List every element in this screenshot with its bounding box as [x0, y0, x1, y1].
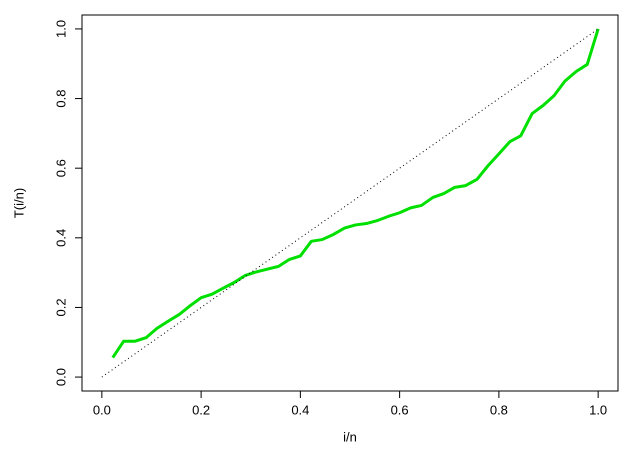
reference-line: [101, 28, 599, 378]
data-line: [111, 28, 600, 359]
y-tick-label: 1.0: [53, 20, 68, 38]
y-tick-label: 0.4: [53, 229, 68, 247]
y-tick-label: 0.8: [53, 90, 68, 108]
x-tick-label: 0.2: [192, 402, 210, 417]
y-axis-label: T(i/n): [11, 188, 26, 218]
x-tick-label: 0.4: [291, 402, 309, 417]
x-tick-label: 1.0: [589, 402, 607, 417]
x-tick-label: 0.8: [490, 402, 508, 417]
y-tick-label: 0.0: [53, 368, 68, 386]
x-tick-label: 0.6: [391, 402, 409, 417]
y-tick-label: 0.2: [53, 298, 68, 316]
y-tick-label: 0.6: [53, 159, 68, 177]
x-tick-label: 0.0: [93, 402, 111, 417]
x-axis-label: i/n: [343, 429, 357, 444]
